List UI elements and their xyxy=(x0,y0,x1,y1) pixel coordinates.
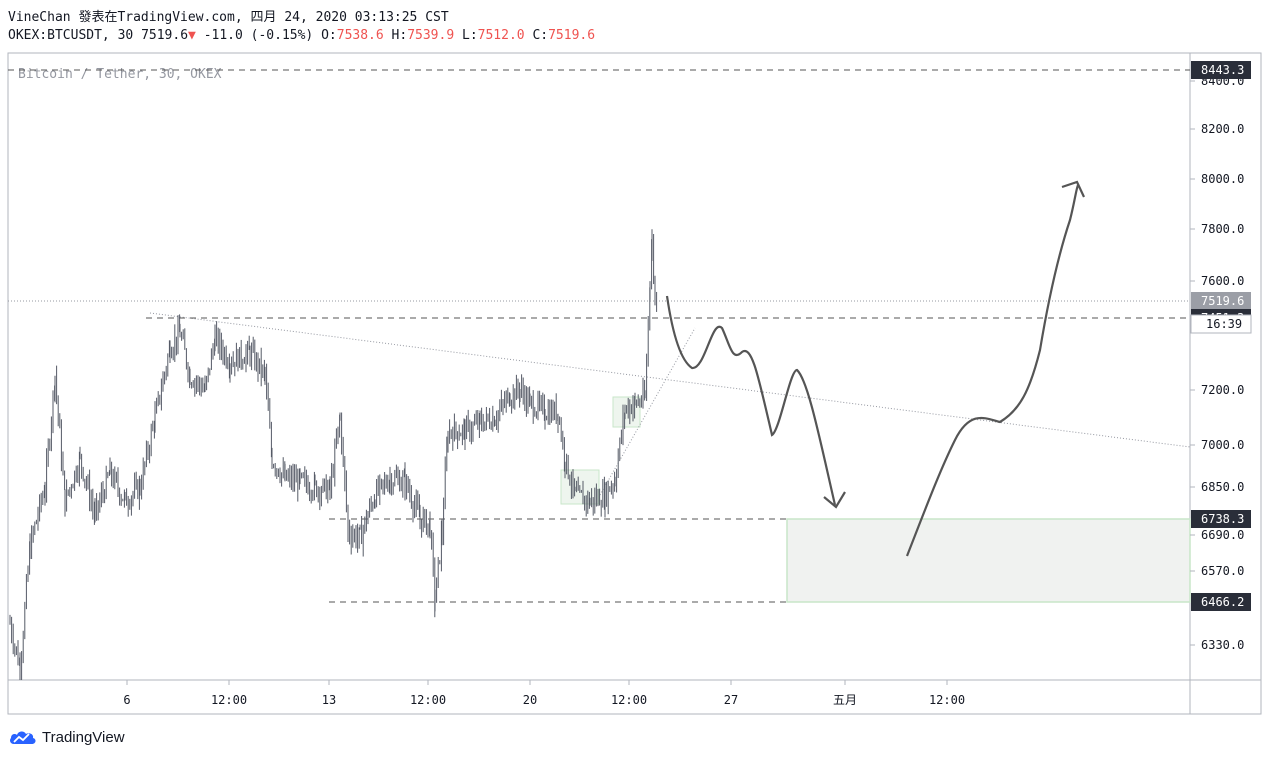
tradingview-cloud-icon xyxy=(10,731,36,744)
descending-trendline xyxy=(149,312,1191,448)
price-axis: 8400.08200.08000.07800.07600.07200.07000… xyxy=(1190,74,1244,652)
x-tick-label: 27 xyxy=(724,693,738,707)
y-tick-label: 7800.0 xyxy=(1201,222,1244,236)
open-label: O: xyxy=(321,28,337,43)
projection-arrowhead-up xyxy=(1061,180,1085,198)
y-tick-label: 8000.0 xyxy=(1201,172,1244,186)
projection-arrow-up xyxy=(905,184,1080,557)
down-triangle-icon: ▼ xyxy=(188,28,196,43)
price-badge xyxy=(1191,593,1251,611)
demand-zone xyxy=(786,518,1191,603)
high-label: H: xyxy=(391,28,408,43)
ascending-trendline xyxy=(599,327,696,496)
x-tick-label: 20 xyxy=(523,693,537,707)
y-tick-label: 7000.0 xyxy=(1201,438,1244,452)
y-tick-label: 6570.0 xyxy=(1201,564,1244,578)
high-value: 7539.9 xyxy=(407,28,455,43)
price-badge xyxy=(1191,292,1251,310)
x-tick-label: 13 xyxy=(322,693,336,707)
x-tick-label: 12:00 xyxy=(410,693,446,707)
price-badge-label: 6466.2 xyxy=(1201,595,1244,609)
open-value: 7538.6 xyxy=(336,28,384,43)
y-tick-label: 6330.0 xyxy=(1201,638,1244,652)
y-tick-label: 6850.0 xyxy=(1201,480,1244,494)
close-value: 7519.6 xyxy=(548,28,596,43)
close-label: C: xyxy=(532,28,549,43)
symbol-line: OKEX:BTCUSDT, 30 7519.6▼ -11.0 (-0.15%) … xyxy=(8,28,595,43)
projection-arrow-down xyxy=(665,295,837,506)
x-tick-label: 12:00 xyxy=(611,693,647,707)
countdown-badge xyxy=(1190,314,1252,334)
projection-arrowhead-down xyxy=(823,491,846,509)
countdown-label: 16:39 xyxy=(1206,317,1242,331)
price-badge xyxy=(1191,61,1251,79)
publish-line: VineChan 發表在TradingView.com, 四月 24, 2020… xyxy=(8,10,449,25)
low-label: L: xyxy=(462,28,478,43)
symbol-label[interactable]: OKEX:BTCUSDT, 30 xyxy=(8,28,134,43)
price-badge xyxy=(1191,510,1251,528)
price-badge-label: 7519.6 xyxy=(1201,294,1244,308)
tradingview-logo[interactable]: TradingView xyxy=(8,728,125,746)
y-tick-label: 7200.0 xyxy=(1201,383,1244,397)
price-change: -11.0 (-0.15%) xyxy=(203,28,314,43)
brand-text: TradingView xyxy=(42,728,125,746)
chart-frame xyxy=(7,52,1262,715)
x-tick-label: 12:00 xyxy=(211,693,247,707)
price-badge-label: 8443.3 xyxy=(1201,63,1244,77)
last-price: 7519.6 xyxy=(141,28,189,43)
watermark: Bitcoin / Tether, 30, OKEX xyxy=(18,67,222,82)
x-tick-label: 6 xyxy=(123,693,130,707)
candle-series xyxy=(9,229,658,680)
price-badge-label: 6738.3 xyxy=(1201,512,1244,526)
y-tick-label: 8200.0 xyxy=(1201,122,1244,136)
x-tick-label: 五月 xyxy=(833,693,857,707)
y-tick-label: 6690.0 xyxy=(1201,528,1244,542)
low-value: 7512.0 xyxy=(477,28,525,43)
x-tick-label: 12:00 xyxy=(929,693,965,707)
time-axis: 6 12:00 13 12:00 20 12:00 27 五月 12:00 xyxy=(123,680,965,707)
y-tick-label: 7600.0 xyxy=(1201,274,1244,288)
